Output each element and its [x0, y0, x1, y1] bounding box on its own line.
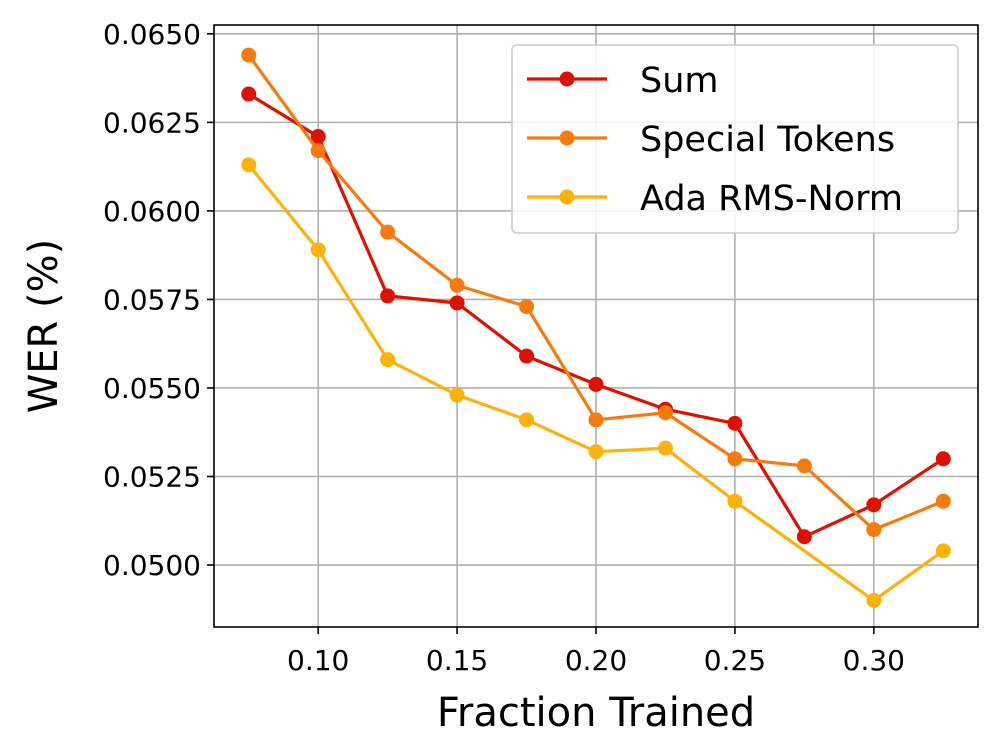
- data-point: [866, 592, 882, 608]
- data-point: [727, 415, 743, 431]
- data-point: [727, 451, 743, 467]
- data-point: [519, 348, 535, 364]
- data-point: [657, 405, 673, 421]
- legend-label: Sum: [640, 61, 719, 101]
- data-point: [241, 86, 257, 102]
- data-point: [380, 224, 396, 240]
- legend-item: Special Tokens: [527, 120, 895, 160]
- data-point: [241, 47, 257, 63]
- data-point: [727, 493, 743, 509]
- x-tick-label: 0.30: [843, 644, 905, 677]
- x-tick-label: 0.10: [287, 644, 349, 677]
- legend-box: [511, 44, 959, 234]
- data-point: [866, 522, 882, 538]
- data-point: [449, 277, 465, 293]
- data-point: [588, 444, 604, 460]
- y-tick-label: 0.0625: [103, 106, 201, 139]
- x-axis-label: Fraction Trained: [437, 690, 755, 736]
- x-tick-label: 0.20: [565, 644, 627, 677]
- data-point: [796, 458, 812, 474]
- data-point: [519, 412, 535, 428]
- legend-item: Ada RMS-Norm: [527, 179, 903, 219]
- data-point: [588, 376, 604, 392]
- x-tick-label: 0.15: [426, 644, 488, 677]
- data-point: [310, 143, 326, 159]
- series-layer: [241, 47, 951, 608]
- x-tick-label: 0.25: [704, 644, 766, 677]
- data-point: [935, 451, 951, 467]
- data-point: [449, 295, 465, 311]
- data-point: [935, 543, 951, 559]
- data-point: [310, 242, 326, 258]
- series-ada-rms-norm: [241, 157, 951, 608]
- data-point: [380, 352, 396, 368]
- y-tick-label: 0.0525: [103, 461, 201, 494]
- series-special-tokens: [241, 47, 951, 538]
- data-point: [519, 299, 535, 315]
- legend: Sum Special Tokens Ada RMS-Norm: [511, 44, 959, 234]
- data-point: [310, 129, 326, 145]
- data-point: [241, 157, 257, 173]
- data-point: [380, 288, 396, 304]
- axis-ticks: 0.10 0.15 0.20 0.25 0.30 0.0500 0.0525 0.0550 0.…: [103, 18, 905, 677]
- data-point: [657, 440, 673, 456]
- data-point: [449, 387, 465, 403]
- y-axis-label: WER (%): [21, 239, 67, 414]
- legend-label: Ada RMS-Norm: [640, 179, 903, 219]
- y-tick-label: 0.0575: [103, 283, 201, 316]
- legend-item: Sum: [527, 61, 719, 101]
- data-point: [796, 529, 812, 545]
- legend-marker: [559, 189, 575, 205]
- legend-marker: [559, 71, 575, 87]
- y-tick-label: 0.0500: [103, 549, 201, 582]
- data-point: [588, 412, 604, 428]
- y-tick-label: 0.0600: [103, 195, 201, 228]
- data-point: [866, 497, 882, 513]
- series-line: [247, 163, 945, 603]
- y-tick-label: 0.0550: [103, 372, 201, 405]
- y-tick-label: 0.0650: [103, 18, 201, 51]
- legend-label: Special Tokens: [640, 120, 895, 160]
- legend-marker: [559, 130, 575, 146]
- data-point: [935, 493, 951, 509]
